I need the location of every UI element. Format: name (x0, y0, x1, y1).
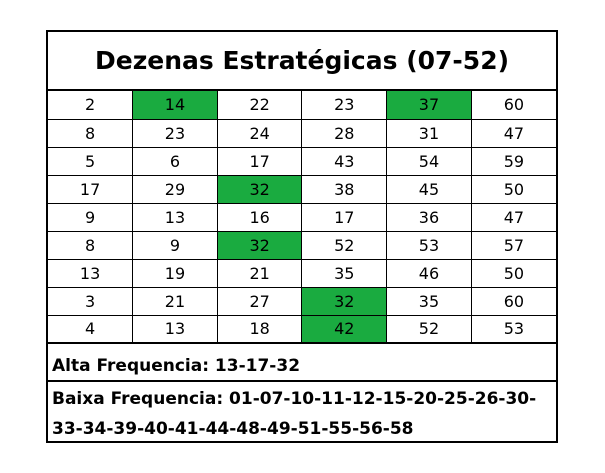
grid-cell: 8 (48, 119, 134, 148)
grid-cell: 21 (132, 287, 218, 316)
grid-cell: 17 (301, 203, 388, 232)
grid-cell-highlighted: 32 (301, 287, 388, 316)
grid-cell: 23 (132, 119, 218, 148)
grid-cell: 47 (471, 203, 556, 232)
grid-cell: 17 (48, 175, 134, 204)
grid-cell: 16 (217, 203, 303, 232)
grid-cell: 31 (386, 119, 472, 148)
grid-cell: 18 (217, 315, 303, 344)
grid-cell: 23 (301, 91, 388, 120)
grid-row: 5 6 17 43 54 59 (48, 147, 556, 176)
grid-cell: 17 (217, 147, 303, 176)
numbers-grid-body: 2 14 22 23 37 60 8 23 24 28 31 47 5 6 17 43 54 59 17 29 32 38… (48, 91, 556, 344)
grid-cell: 50 (471, 259, 556, 288)
grid-cell: 13 (132, 315, 218, 344)
grid-cell: 45 (386, 175, 472, 204)
grid-cell-highlighted: 14 (132, 91, 218, 120)
grid-cell: 9 (48, 203, 134, 232)
grid-cell: 52 (301, 231, 388, 260)
strategic-numbers-panel: Dezenas Estratégicas (07-52) 2 14 22 23 37 60… (46, 30, 558, 443)
grid-row: 4 13 18 42 52 53 (48, 315, 556, 344)
grid-cell: 54 (386, 147, 472, 176)
panel-title: Dezenas Estratégicas (07-52) (48, 32, 556, 91)
low-frequency-line-1: Baixa Frequencia: 01-07-10-11-12-15-20-2… (52, 389, 537, 409)
grid-cell-highlighted: 42 (301, 315, 388, 344)
grid-row: 2 14 22 23 37 60 (48, 91, 556, 120)
grid-row: 9 13 16 17 36 47 (48, 203, 556, 232)
grid-cell: 4 (48, 315, 134, 344)
grid-cell: 47 (471, 119, 556, 148)
grid-row: 13 19 21 35 46 50 (48, 259, 556, 288)
grid-cell: 29 (132, 175, 218, 204)
grid-cell: 53 (386, 231, 472, 260)
grid-cell: 27 (217, 287, 303, 316)
grid-row: 17 29 32 38 45 50 (48, 175, 556, 204)
grid-cell: 35 (386, 287, 472, 316)
grid-cell: 53 (471, 315, 556, 344)
grid-cell: 13 (132, 203, 218, 232)
grid-cell-highlighted: 32 (217, 231, 303, 260)
grid-cell: 9 (132, 231, 218, 260)
grid-cell: 38 (301, 175, 388, 204)
grid-cell: 3 (48, 287, 134, 316)
grid-cell: 6 (132, 147, 218, 176)
numbers-grid: 2 14 22 23 37 60 8 23 24 28 31 47 5 6 17 43 54 59 17 29 32 38… (48, 91, 556, 344)
grid-cell: 35 (301, 259, 388, 288)
grid-cell: 60 (471, 287, 556, 316)
low-frequency-block: Baixa Frequencia: 01-07-10-11-12-15-20-2… (48, 384, 556, 444)
grid-cell: 36 (386, 203, 472, 232)
grid-cell-highlighted: 32 (217, 175, 303, 204)
grid-cell: 13 (48, 259, 134, 288)
grid-cell: 21 (217, 259, 303, 288)
grid-cell-highlighted: 37 (386, 91, 472, 120)
grid-cell: 43 (301, 147, 388, 176)
grid-cell: 19 (132, 259, 218, 288)
grid-cell: 60 (471, 91, 556, 120)
grid-cell: 52 (386, 315, 472, 344)
grid-row: 3 21 27 32 35 60 (48, 287, 556, 316)
grid-cell: 28 (301, 119, 388, 148)
low-frequency-line-2: 33-34-39-40-41-44-48-49-51-55-56-58 (52, 419, 414, 439)
high-frequency-line: Alta Frequencia: 13-17-32 (48, 352, 556, 382)
grid-row: 8 23 24 28 31 47 (48, 119, 556, 148)
grid-cell: 24 (217, 119, 303, 148)
grid-cell: 50 (471, 175, 556, 204)
grid-cell: 5 (48, 147, 134, 176)
grid-cell: 22 (217, 91, 303, 120)
grid-cell: 2 (48, 91, 134, 120)
grid-row: 8 9 32 52 53 57 (48, 231, 556, 260)
grid-cell: 46 (386, 259, 472, 288)
grid-cell: 8 (48, 231, 134, 260)
grid-cell: 59 (471, 147, 556, 176)
grid-cell: 57 (471, 231, 556, 260)
